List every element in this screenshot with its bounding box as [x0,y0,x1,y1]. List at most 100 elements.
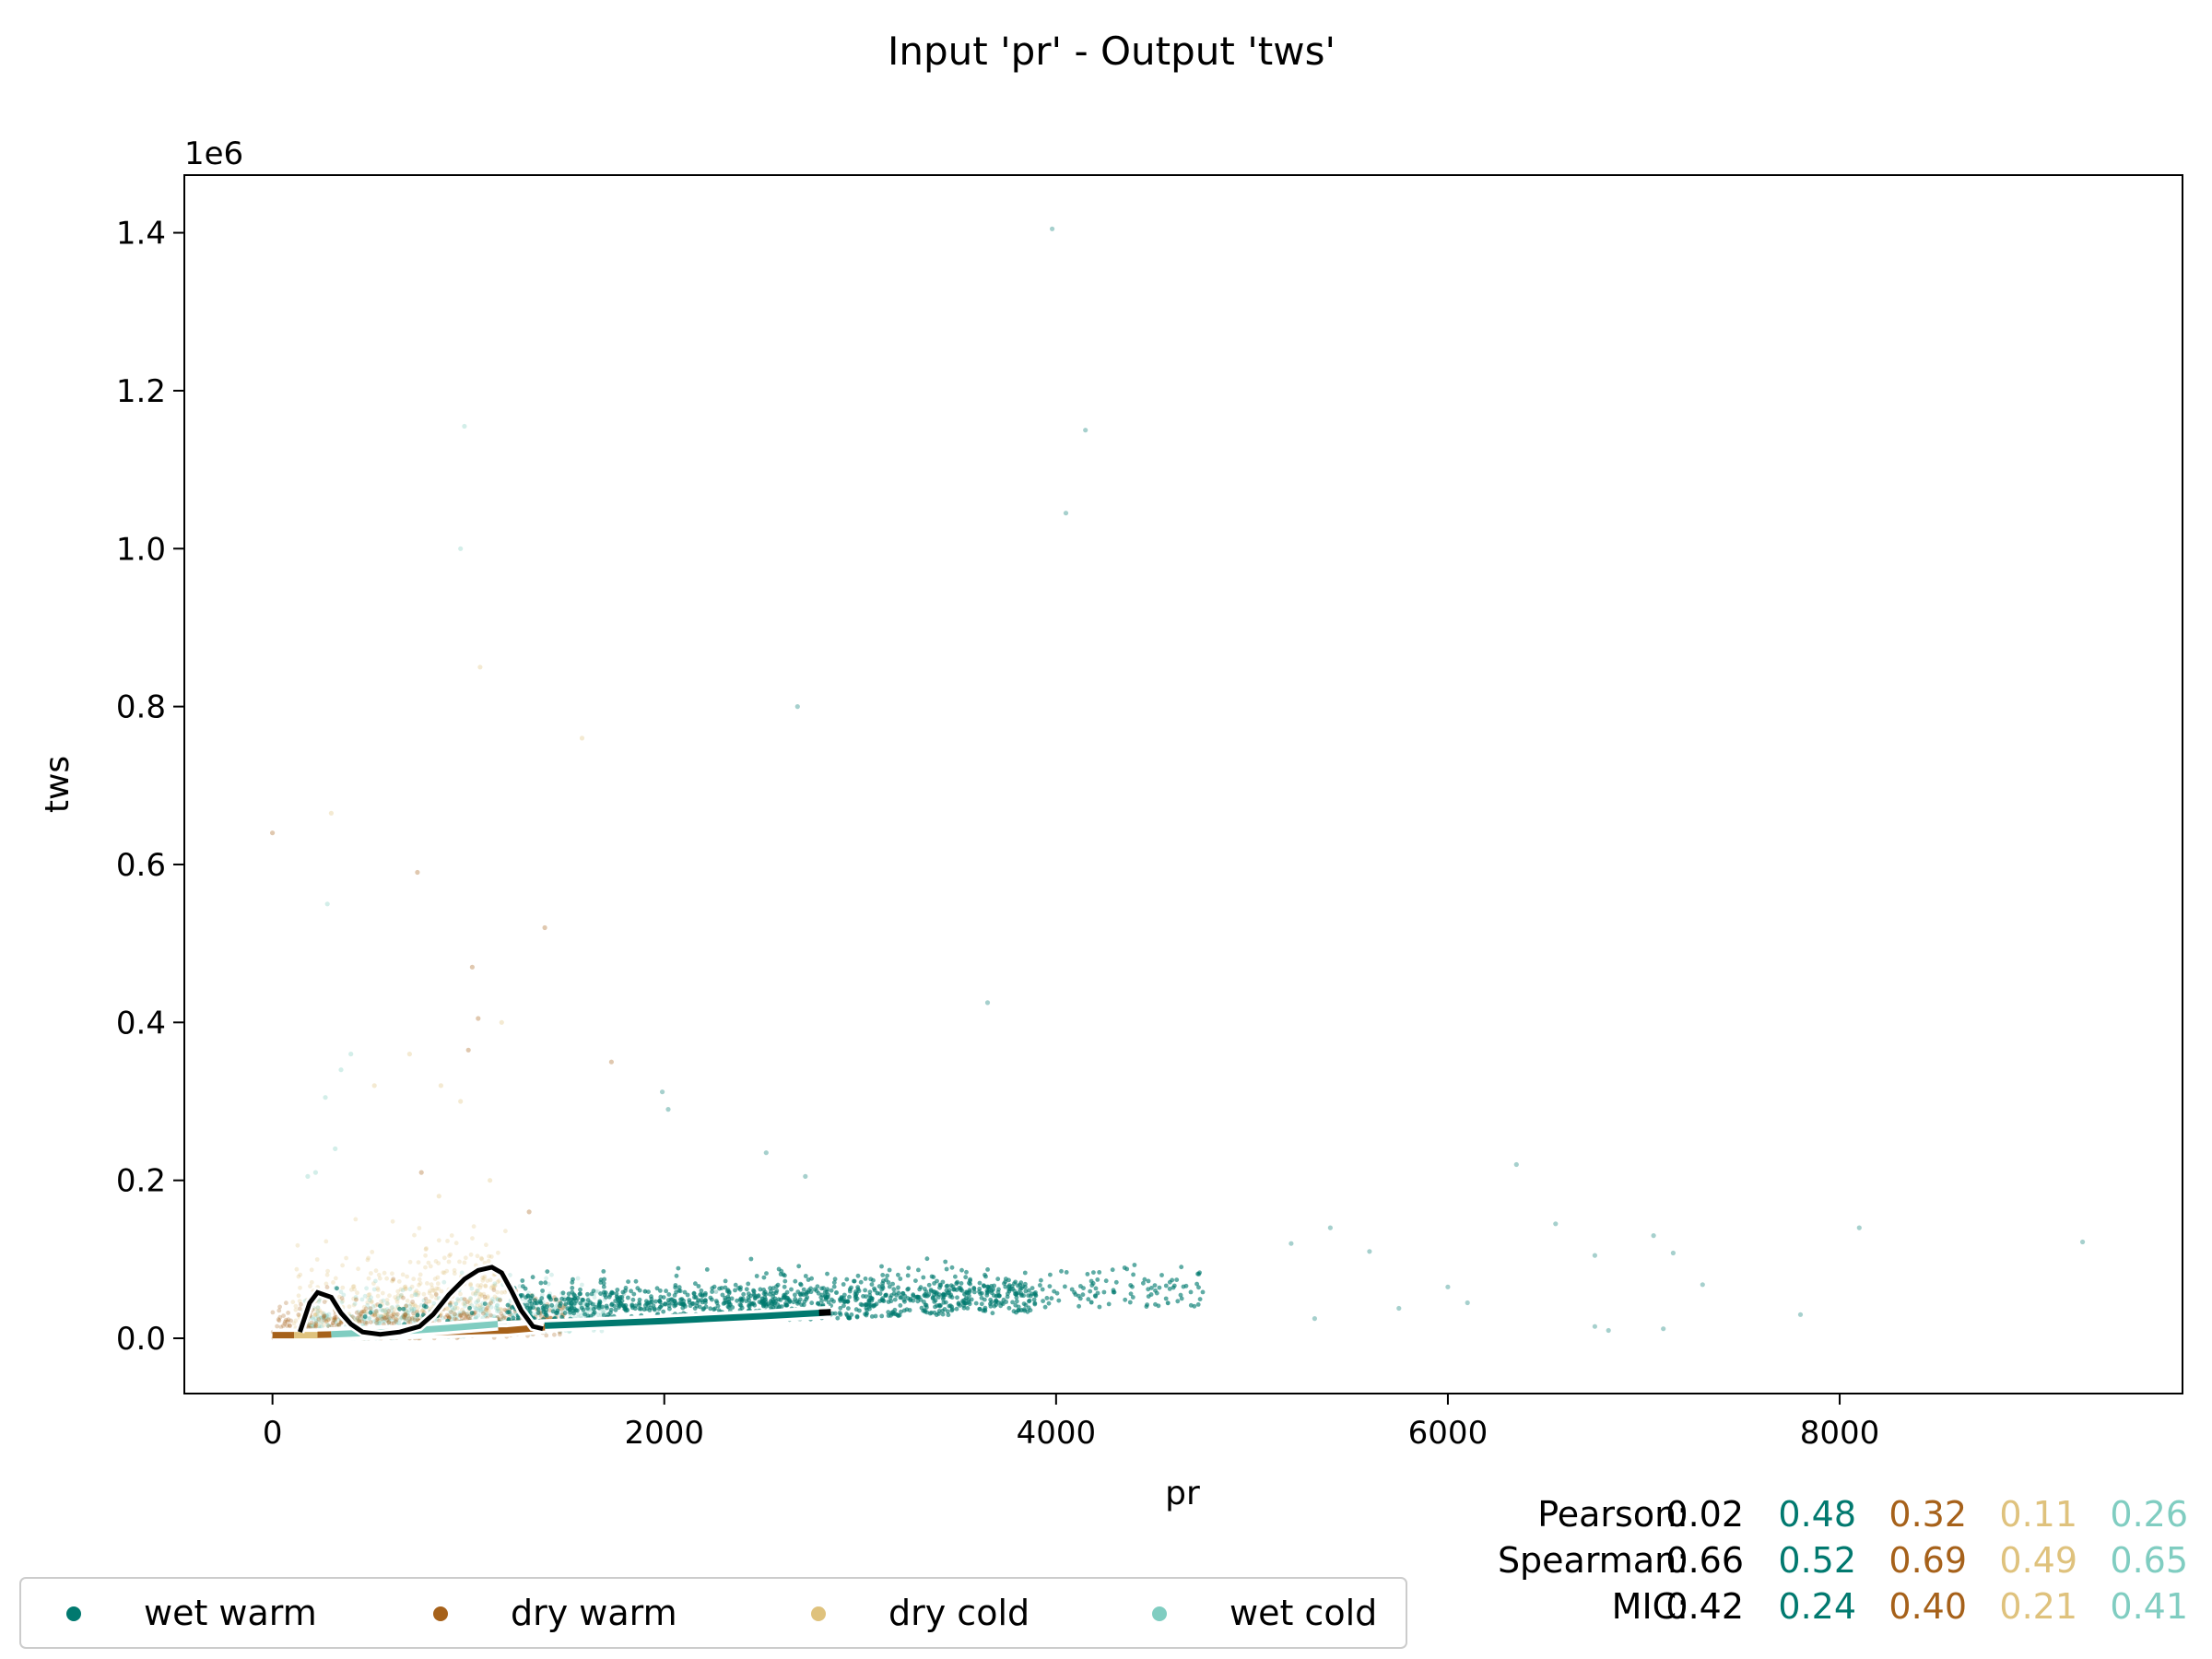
data-point [982,1308,988,1313]
data-point [746,1291,751,1297]
data-point [874,1301,879,1307]
data-point [814,1288,819,1293]
data-point [824,1295,830,1300]
data-point [787,1300,793,1304]
data-point [672,1299,677,1303]
data-point [441,1315,445,1321]
data-point [1077,1303,1081,1309]
data-point [982,1297,987,1302]
data-point [823,1294,828,1300]
data-point [674,1273,679,1278]
data-point [703,1290,708,1296]
data-point [652,1306,657,1312]
data-point [390,1218,395,1224]
data-point [591,1306,596,1312]
data-point [1016,1308,1021,1313]
data-point [625,1308,630,1312]
data-point [480,1304,485,1309]
data-point [407,1316,412,1321]
data-point [653,1299,658,1304]
data-point [704,1267,710,1272]
data-point [884,1292,888,1298]
data-point [980,1290,984,1296]
data-point [552,1308,558,1313]
data-point [609,1289,615,1295]
data-point [637,1297,642,1302]
data-point [1188,1289,1194,1295]
data-point [653,1299,658,1304]
data-point [559,1312,565,1317]
data-point [482,1301,488,1306]
data-point [468,1296,473,1300]
data-point [325,1324,331,1328]
data-point [485,1278,490,1283]
data-point [478,1309,484,1314]
data-point [340,1299,346,1303]
data-point [752,1302,758,1308]
data-point [867,1293,873,1298]
data-point [987,1285,992,1290]
data-point [448,1301,453,1306]
data-point [784,1296,790,1300]
data-point [715,1303,721,1309]
data-point [761,1275,767,1280]
data-point [520,1278,525,1283]
data-point [488,1300,493,1306]
data-point [413,1315,418,1321]
data-point [525,1293,531,1299]
data-point [508,1273,512,1277]
data-point [478,1291,484,1297]
data-point [405,1311,409,1316]
data-point [532,1298,537,1302]
data-point [825,1294,830,1300]
data-point [558,1312,563,1317]
data-point [1192,1303,1197,1309]
data-point [475,1303,480,1309]
data-point [623,1288,628,1293]
data-point [379,1314,384,1319]
data-point [570,1305,574,1311]
data-point [372,1303,378,1309]
data-point [631,1291,637,1297]
data-point [557,1303,562,1309]
data-point [535,1299,540,1304]
data-point [945,1283,950,1288]
data-point [1002,1281,1006,1286]
data-point [481,1291,487,1297]
data-point [637,1288,642,1293]
data-point [617,1305,621,1310]
data-point [844,1277,850,1282]
data-point [434,1286,440,1291]
data-point [452,1267,457,1273]
data-point [754,1274,759,1278]
data-point [450,1313,455,1319]
data-point [1106,1301,1112,1307]
data-point [543,1280,548,1286]
data-point [393,1295,398,1300]
data-point [427,1290,432,1296]
data-point [932,1310,937,1315]
data-point [1005,1294,1010,1300]
data-point [751,1288,757,1294]
data-point [646,1289,651,1294]
data-point [444,1268,450,1274]
data-point [677,1288,683,1294]
data-point [954,1306,959,1312]
data-point [995,1277,1001,1282]
data-point [604,1303,609,1309]
data-point [358,1312,363,1317]
data-point [356,1316,361,1321]
data-point [580,1299,584,1304]
data-point [956,1301,961,1307]
data-point [726,1300,732,1304]
data-point [864,1312,869,1318]
data-point [1041,1299,1045,1303]
data-point [488,1299,494,1303]
data-point [579,1303,584,1309]
data-point [314,1312,320,1317]
data-point [457,1259,462,1265]
outlier-point [477,665,483,670]
data-point [569,1297,574,1302]
data-point [335,1286,339,1291]
data-point [372,1312,378,1318]
